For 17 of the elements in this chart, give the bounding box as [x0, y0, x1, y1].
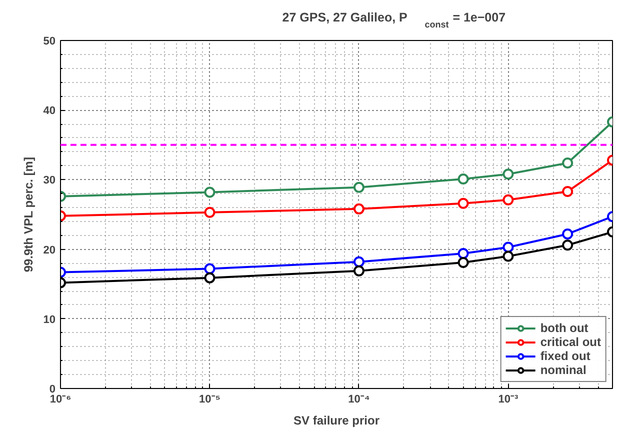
y-tick-label: 10 [43, 314, 56, 326]
y-tick-label: 20 [43, 244, 56, 256]
x-tick-label: 10⁻⁶ [50, 394, 72, 406]
x-axis-title: SV failure prior [293, 414, 380, 428]
legend-label: critical out [540, 335, 601, 349]
x-tick-label: 10⁻³ [498, 394, 518, 406]
legend-label: both out [540, 321, 588, 335]
chart-title: 27 GPS, 27 Galileo, Pconst= 1e−007 [282, 10, 506, 30]
y-tick-label: 40 [43, 105, 56, 118]
y-tick-label: 30 [43, 174, 56, 187]
y-axis-title: 99.9th VPL perc. [m] [21, 157, 36, 272]
x-tick-label: 10⁻⁵ [199, 394, 220, 406]
x-tick-label: 10⁻⁴ [348, 394, 370, 406]
y-tick-label: 50 [43, 36, 56, 48]
y-tick-label: 0 [49, 384, 56, 396]
legend-label: nominal [540, 363, 586, 377]
legend-label: fixed out [540, 349, 590, 363]
